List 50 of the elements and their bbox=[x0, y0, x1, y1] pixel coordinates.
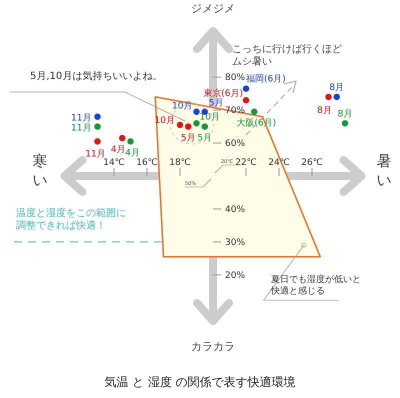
annotation: 11月 bbox=[71, 114, 92, 124]
x-tick-label: 14℃ bbox=[103, 158, 125, 168]
y-tick-label: 20% bbox=[225, 270, 246, 281]
annotation: こっちに行けば行くほどムシ暑い bbox=[232, 44, 342, 68]
text: 寒い bbox=[32, 152, 48, 189]
text: 暑い bbox=[376, 152, 392, 189]
point bbox=[94, 123, 101, 130]
annotation: 10月 bbox=[200, 112, 220, 122]
point bbox=[242, 97, 250, 104]
ref-line-label: 温度と湿度をこの範囲に調整できれば快適！ bbox=[16, 206, 126, 232]
annotation: 8月 bbox=[317, 106, 332, 116]
point bbox=[176, 122, 184, 128]
point bbox=[325, 94, 332, 100]
annotation: 8月 bbox=[338, 109, 352, 120]
annotation: 4月 bbox=[110, 145, 126, 156]
y-tick-label: 30% bbox=[225, 238, 246, 248]
text: ジメジメ bbox=[191, 2, 235, 15]
annotation: 夏日でも湿度が低いと快適と感じる bbox=[270, 274, 361, 296]
point bbox=[193, 108, 200, 115]
y-tick-label: 60% bbox=[225, 139, 246, 150]
point bbox=[94, 113, 101, 120]
annotation: 11月 bbox=[85, 149, 106, 160]
point bbox=[334, 94, 340, 100]
point bbox=[185, 123, 192, 130]
y-tick-label: 80% bbox=[225, 73, 246, 84]
point bbox=[119, 134, 126, 142]
annotation: 5月 bbox=[180, 134, 196, 144]
annotation: 福岡(6月) bbox=[246, 74, 286, 85]
annotation: 5月 bbox=[208, 98, 224, 109]
annotation: 8月 bbox=[329, 82, 344, 93]
annotation: 10月 bbox=[172, 102, 192, 112]
x-tick-label: 22℃ bbox=[235, 158, 257, 168]
point bbox=[193, 120, 200, 126]
x-tick-label: 18℃ bbox=[169, 158, 191, 168]
annotation: 5月 bbox=[197, 134, 212, 144]
point bbox=[242, 85, 250, 92]
annotation: 4月 bbox=[125, 148, 140, 158]
y-tick-label: 40% bbox=[225, 204, 246, 215]
point bbox=[251, 108, 258, 115]
text: カラカラ bbox=[191, 340, 235, 353]
annotation: 11月 bbox=[71, 124, 92, 134]
point bbox=[342, 120, 348, 126]
x-tick-label: 16℃ bbox=[136, 158, 158, 168]
point bbox=[94, 138, 101, 145]
text: 気温 と 湿度 の関係で表す快適環境 bbox=[104, 375, 296, 389]
x-tick-label: 26℃ bbox=[301, 158, 323, 168]
point bbox=[127, 138, 134, 145]
point bbox=[202, 123, 208, 130]
annotation: 東京(6月) bbox=[203, 88, 243, 100]
annotation: 5月,10月は気持ちいいよね。 bbox=[30, 70, 162, 82]
